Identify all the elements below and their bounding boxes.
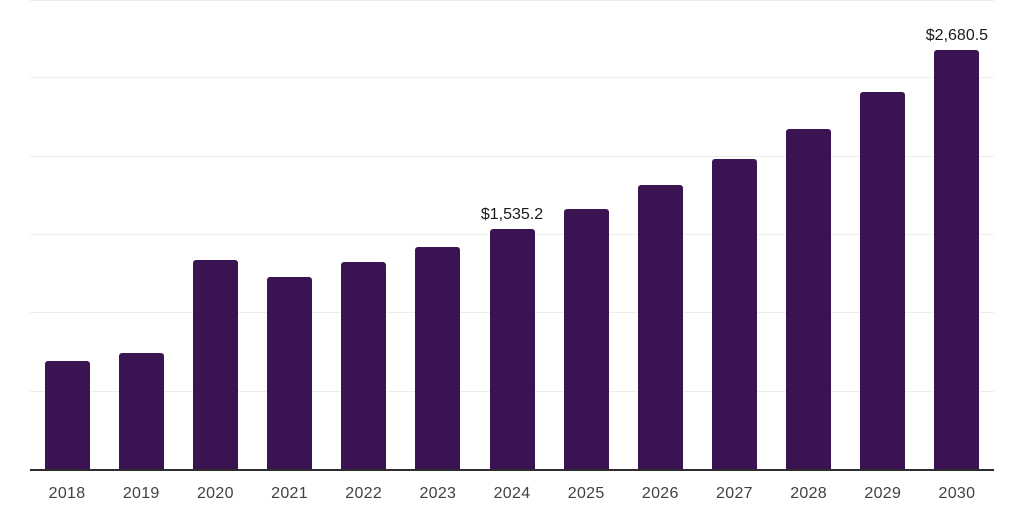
- bar-2018: [44, 360, 90, 470]
- bar-2020: [192, 260, 238, 470]
- x-tick-label-2018: 2018: [48, 485, 86, 502]
- x-tick-label-2025: 2025: [567, 485, 605, 502]
- bar-2027: [711, 158, 757, 470]
- gridline-2000: [30, 156, 994, 157]
- x-tick-label-2027: 2027: [716, 485, 753, 502]
- bar-2028: [786, 128, 832, 470]
- bar-2023: [415, 247, 461, 470]
- bar-2025: [563, 209, 609, 470]
- x-tick-label-2028: 2028: [790, 485, 828, 502]
- x-tick-label-2029: 2029: [864, 485, 902, 502]
- x-tick-label-2024: 2024: [493, 485, 531, 502]
- x-tick-label-2026: 2026: [641, 485, 679, 502]
- x-tick-label-2020: 2020: [196, 485, 234, 502]
- value-label-2030: $2,680.5: [925, 27, 989, 45]
- x-tick-label-2023: 2023: [419, 485, 457, 502]
- bar-2030: [934, 50, 980, 470]
- x-axis-line: [30, 469, 994, 471]
- x-tick-label-2030: 2030: [938, 485, 976, 502]
- x-tick-label-2021: 2021: [271, 485, 308, 502]
- x-tick-label-2019: 2019: [122, 485, 160, 502]
- bar-2029: [860, 92, 906, 470]
- gridline-2500: [30, 77, 994, 78]
- value-label-2024: $1,535.2: [480, 206, 544, 224]
- gridline-3000: [30, 0, 994, 1]
- bar-2024: [489, 229, 535, 470]
- bar-2021: [267, 277, 313, 470]
- bar-2019: [118, 352, 164, 470]
- x-tick-label-2022: 2022: [345, 485, 383, 502]
- bar-2022: [341, 262, 387, 470]
- bar-2026: [637, 185, 683, 470]
